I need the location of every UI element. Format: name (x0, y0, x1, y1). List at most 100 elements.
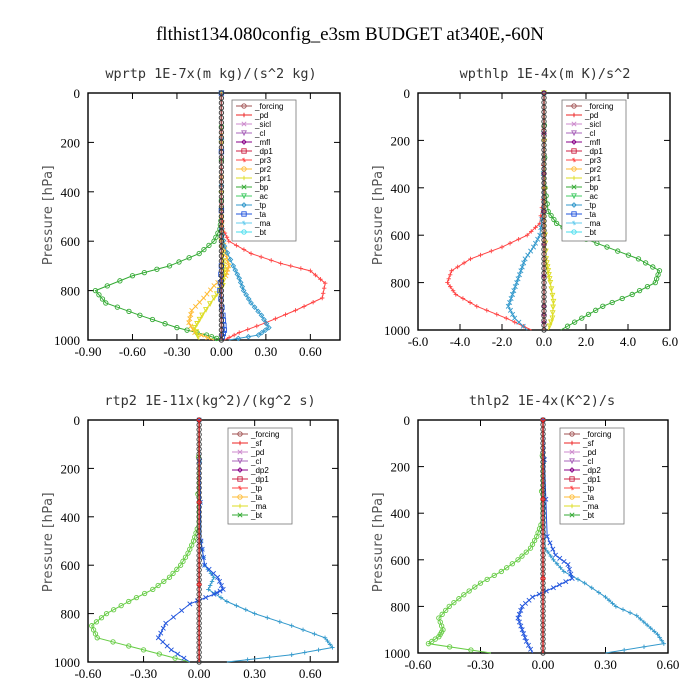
legend-label: _sicl (254, 120, 271, 129)
data-point (158, 630, 164, 636)
data-point (514, 280, 520, 286)
legend-label: _forcing (584, 102, 613, 111)
data-point (218, 218, 225, 225)
data-point (218, 332, 225, 338)
legend-marker (241, 103, 247, 109)
legend-marker (241, 112, 247, 118)
data-point (168, 647, 174, 653)
legend-box (227, 427, 293, 525)
data-point (218, 199, 225, 205)
chart-1: -6.0 -4.0 -2.0 0.0 2.0 4.0 6.0 0 200 400 600 800 100… (384, 86, 678, 349)
panel-wpthlp: wpthlp 1E-4x(m K)/s^2 Pressure [hPa] (371, 66, 630, 265)
data-point (609, 299, 615, 306)
x-tick-label: 0.30 (594, 657, 617, 672)
legend-marker (241, 130, 247, 137)
legend-label: _ta (250, 493, 263, 502)
data-point (619, 295, 625, 302)
data-point (516, 272, 522, 278)
data-point (252, 611, 257, 616)
data-point (89, 623, 95, 629)
data-point (557, 555, 563, 561)
data-point (218, 273, 225, 279)
data-point (561, 569, 567, 574)
legend-label: _bt (254, 228, 267, 237)
legend-label: _tp (254, 201, 267, 210)
x-tick-label: 0.00 (532, 657, 555, 672)
data-point (230, 263, 237, 269)
y-axis-label: Pressure [hPa] (371, 492, 386, 592)
data-point (150, 586, 156, 593)
data-point (436, 634, 442, 640)
data-point (218, 95, 225, 101)
data-point (245, 333, 252, 340)
data-point (221, 243, 228, 249)
data-point (509, 291, 516, 297)
data-point (550, 304, 557, 311)
data-point (519, 603, 525, 609)
data-point (255, 308, 261, 315)
legend-label: _ac (254, 192, 268, 201)
data-point (203, 595, 209, 601)
data-point (613, 604, 619, 609)
series-line-sf (196, 417, 202, 662)
data-point (606, 598, 612, 603)
data-point (118, 602, 124, 609)
data-point (518, 623, 524, 629)
data-point (283, 312, 288, 317)
data-point (155, 582, 161, 589)
legend-marker (571, 220, 577, 226)
legend-label: _bp (584, 183, 599, 192)
data-point (484, 308, 489, 313)
legend-label: _tp (582, 484, 595, 493)
data-point (126, 598, 132, 605)
data-point (644, 283, 651, 290)
data-point (224, 599, 230, 604)
data-point (181, 655, 187, 661)
y-tick-label: 400 (391, 506, 411, 521)
data-point (489, 248, 494, 254)
legend-marker (241, 166, 247, 172)
data-point (661, 641, 667, 646)
x-tick-label: -0.30 (467, 657, 494, 672)
data-point (548, 286, 555, 293)
data-point (289, 652, 294, 657)
plot-frame (87, 92, 341, 341)
data-point (564, 323, 571, 329)
data-point (450, 288, 456, 293)
legend-label: _cl (584, 129, 595, 138)
data-point (300, 627, 306, 633)
series-line-dp2 (89, 417, 202, 663)
data-point (547, 279, 554, 286)
data-point (184, 327, 190, 333)
data-point (330, 645, 335, 650)
data-point (318, 277, 323, 282)
legend-marker (571, 121, 577, 127)
chart-0: -0.90 -0.60 -0.30 0.00 0.30 0.60 0 200 400 600 800… (54, 86, 341, 359)
data-point (188, 312, 194, 318)
y-tick-label: 600 (61, 234, 81, 249)
data-point (205, 335, 211, 341)
panel-title: rtp2 1E-11x(kg^2)/(kg^2 s) (104, 393, 315, 409)
data-point (110, 607, 117, 613)
data-point (194, 333, 201, 340)
legend-marker (571, 193, 577, 200)
data-point (302, 650, 307, 655)
data-point (575, 577, 581, 582)
data-point (641, 619, 647, 625)
data-point (186, 320, 192, 326)
data-point (540, 496, 546, 503)
data-point (245, 296, 252, 302)
y-tick-label: 600 (61, 558, 81, 573)
data-point (262, 327, 269, 334)
data-point (484, 576, 490, 583)
data-point (468, 256, 473, 262)
data-point (196, 417, 202, 423)
data-point (521, 631, 527, 637)
data-point (518, 607, 524, 613)
data-point (218, 115, 225, 121)
data-point (226, 239, 232, 244)
data-point (461, 592, 467, 598)
data-point (210, 570, 216, 576)
data-point (504, 565, 510, 571)
